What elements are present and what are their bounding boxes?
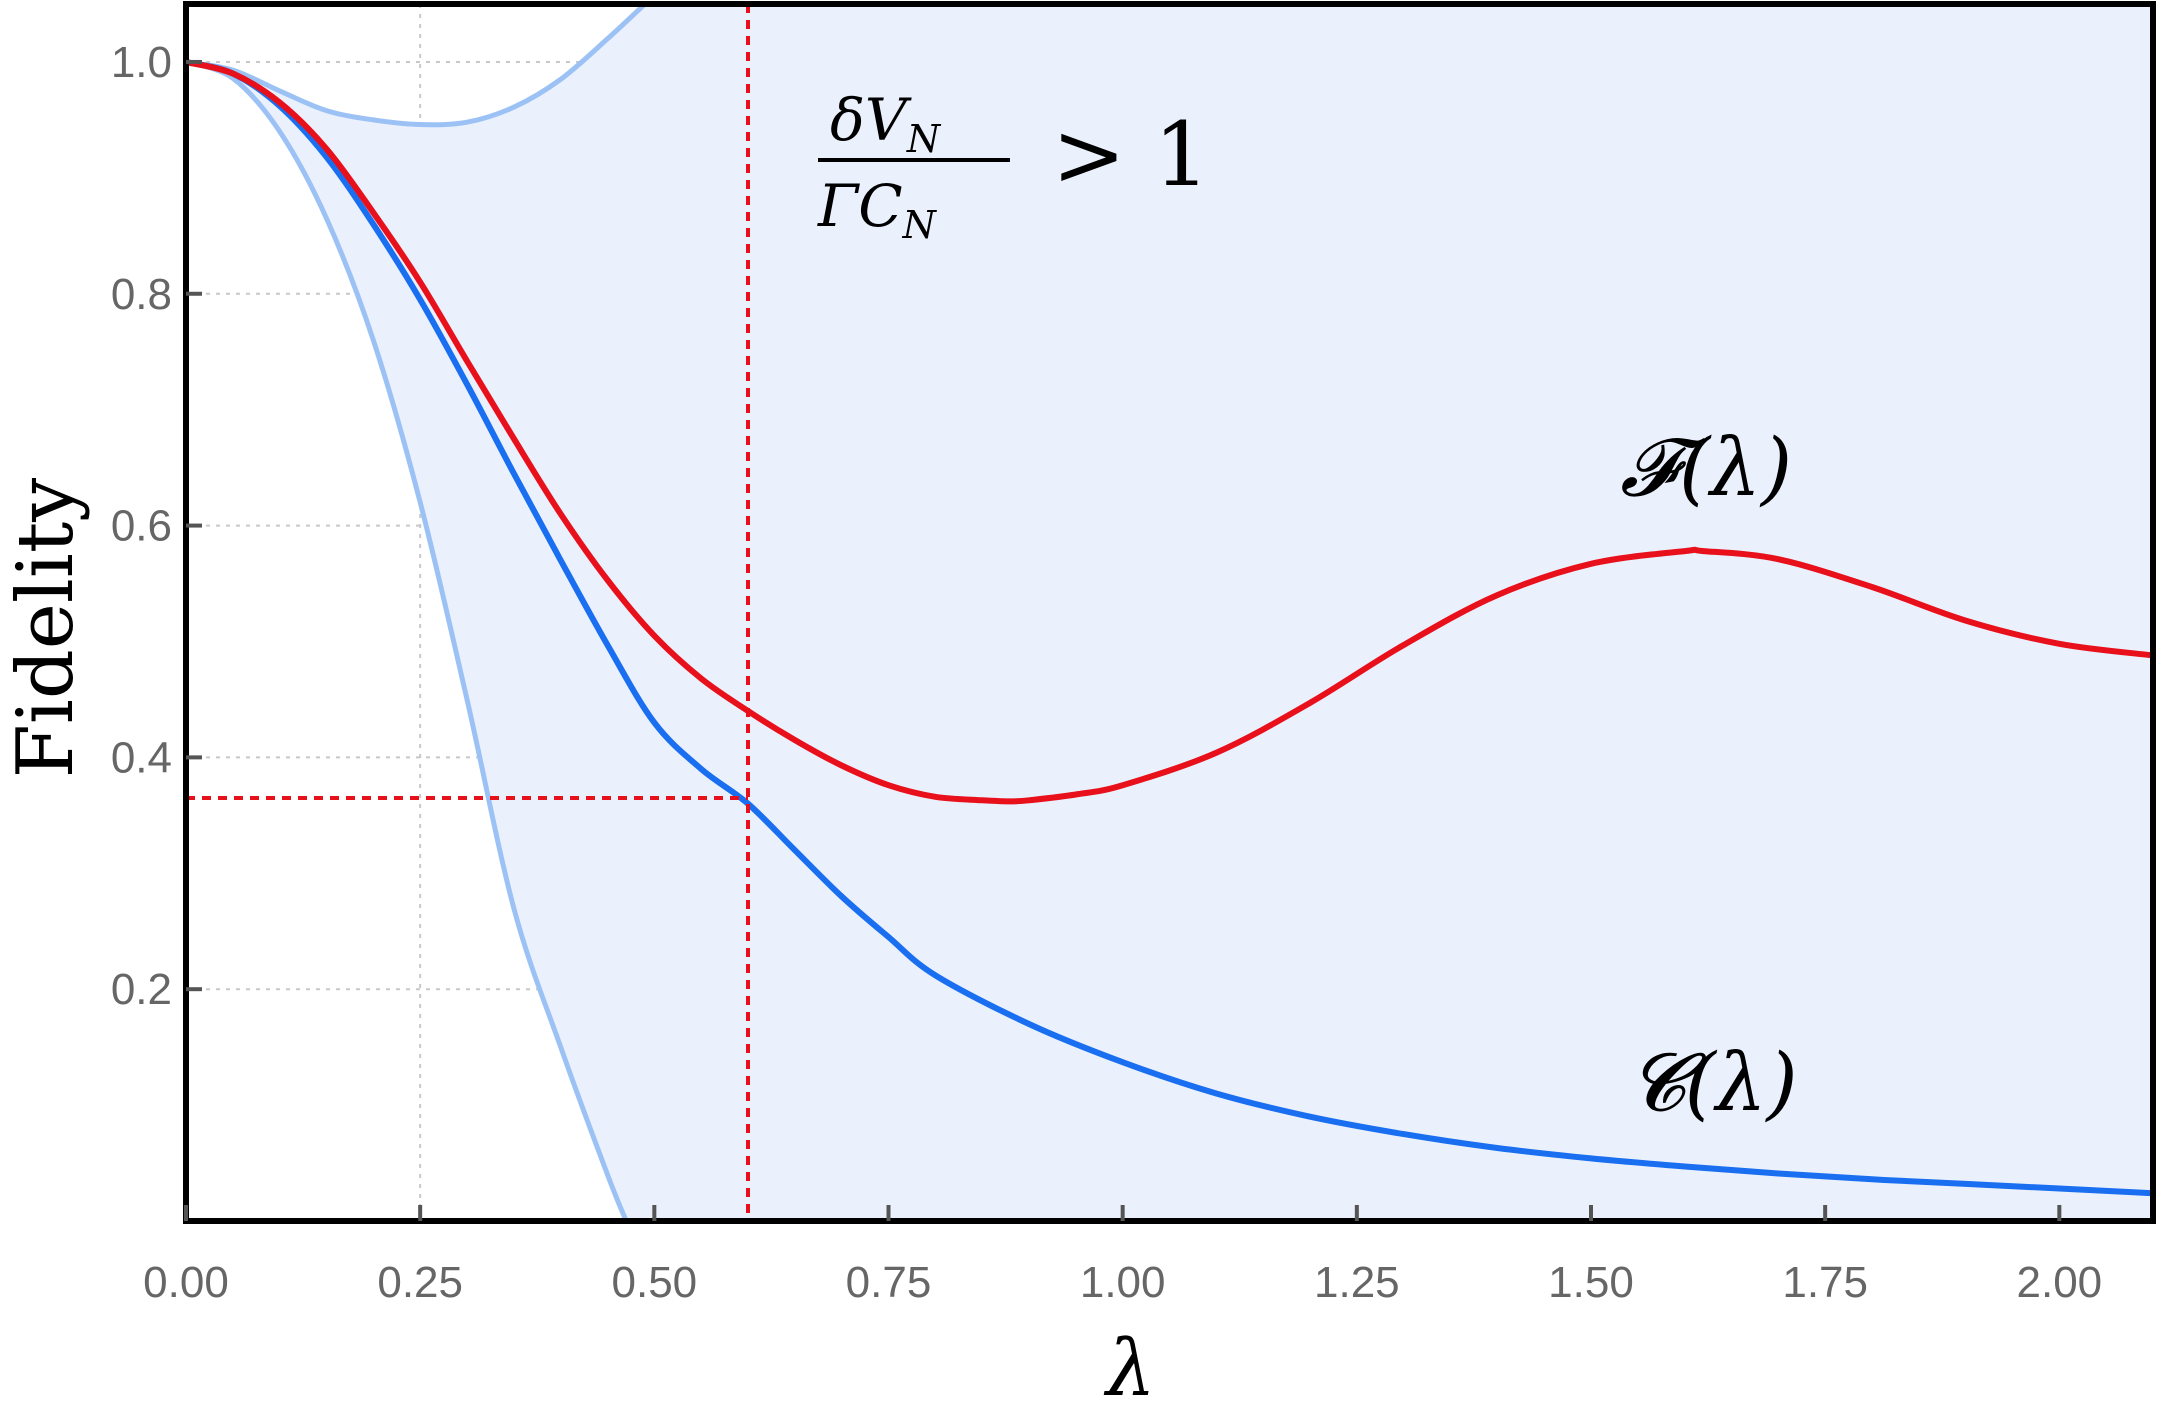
x-tick-label: 1.50	[1548, 1258, 1634, 1307]
band-fill	[186, 4, 2153, 1221]
series-F	[186, 59, 2153, 805]
series-label-C: 𝓒(λ)	[1628, 1036, 1798, 1129]
y-tick-label: 0.8	[111, 270, 172, 319]
threshold-annotation: δVN ΓCN > 1	[817, 86, 1210, 247]
y-tick-label: 0.6	[111, 502, 172, 551]
series-upper-bound	[186, 4, 647, 128]
x-tick-label: 0.50	[612, 1258, 698, 1307]
x-axis-label: λ	[1103, 1324, 1155, 1408]
axis-ticks: 0.00 0.25 0.50 0.75 1.00 1.25 1.50 1.75 2.00 0.2 0…	[111, 38, 2102, 1307]
x-tick-label: 1.25	[1314, 1258, 1400, 1307]
x-tick-label: 1.00	[1080, 1258, 1166, 1307]
x-tick-label: 0.75	[846, 1258, 932, 1307]
y-tick-label: 0.2	[111, 965, 172, 1014]
annotation-numerator-text: δV	[830, 86, 912, 154]
frame-rect	[183, 1, 2156, 1224]
annotation-denominator-sub: N	[902, 203, 938, 247]
x-tick-label: 0.00	[143, 1258, 229, 1307]
plot-frame	[183, 1, 2156, 1224]
y-tick-label: 1.0	[111, 38, 172, 87]
threshold-markers	[186, 4, 750, 1221]
annotation-denominator: ΓCN	[817, 172, 938, 247]
series-label-F: 𝓕(λ)	[1620, 421, 1792, 514]
annotation-numerator-sub: N	[906, 117, 942, 161]
confidence-band	[186, 4, 2153, 1221]
annotation-denominator-text: ΓC	[817, 172, 903, 240]
x-tick-label: 2.00	[2017, 1258, 2103, 1307]
annotation-relation: > 1	[1052, 103, 1210, 206]
y-axis-label: Fidelity	[1, 478, 91, 778]
x-tick-label: 0.25	[377, 1258, 463, 1307]
series-lower-bound	[186, 59, 629, 1221]
annotation-numerator: δVN	[830, 86, 942, 161]
series-lines	[186, 4, 2153, 1221]
series-C	[186, 59, 2153, 1197]
y-tick-label: 0.4	[111, 733, 172, 782]
x-tick-label: 1.75	[1782, 1258, 1868, 1307]
